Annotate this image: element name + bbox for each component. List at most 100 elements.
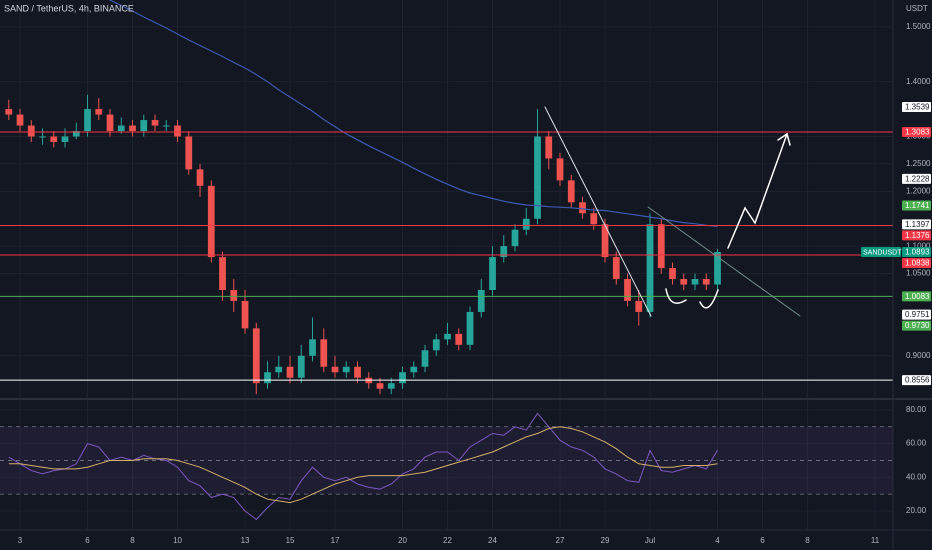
indicator-line — [8, 412, 718, 521]
price-tag-label: 1.0838 — [905, 259, 930, 268]
y-tick-label: 1.2500 — [906, 159, 931, 168]
candle-body — [680, 279, 688, 285]
candle-body — [230, 290, 238, 301]
rsi-pane — [8, 412, 718, 521]
candle-body — [612, 257, 620, 280]
y-unit: USDT — [906, 4, 928, 13]
candle-body — [320, 339, 328, 367]
price-tag-label: 1.2228 — [905, 174, 930, 183]
candle-body — [39, 136, 46, 138]
candle-body — [275, 366, 283, 373]
price-tag — [902, 291, 931, 302]
candle-body — [50, 136, 58, 142]
x-tick-label: 10 — [173, 536, 182, 545]
x-tick-label: 6 — [760, 536, 765, 545]
candle-body — [286, 366, 294, 378]
price-tag-label: 1.1741 — [905, 201, 930, 210]
candle-body — [297, 355, 305, 378]
price-tag — [902, 375, 931, 386]
price-tag — [902, 200, 931, 211]
x-tick-label: 20 — [398, 536, 407, 545]
candle-body — [511, 229, 519, 247]
candle-body — [162, 125, 170, 127]
candle-body — [601, 224, 609, 258]
price-tag-label: 1.1397 — [905, 220, 930, 229]
candle-body — [117, 125, 125, 132]
candle-body — [376, 383, 384, 389]
symbol-tag-label: SANDUSDT — [863, 249, 902, 256]
x-tick-label: 29 — [601, 536, 610, 545]
y-tick-label: 40.00 — [906, 472, 927, 481]
x-tick-label: 4 — [715, 536, 720, 545]
candle-body — [196, 169, 204, 186]
price-tag — [902, 247, 931, 258]
candle-body — [545, 136, 553, 159]
price-tag — [902, 101, 931, 112]
trend-line — [544, 106, 652, 317]
price-tag — [902, 309, 931, 320]
price-tag — [902, 219, 931, 230]
candle-body — [421, 350, 429, 367]
candle-body — [432, 339, 440, 351]
rsi-background — [0, 426, 893, 495]
candle-body — [252, 328, 260, 384]
x-tick-label: 15 — [286, 536, 295, 545]
forecast-arrow — [727, 133, 788, 249]
x-tick-label: 13 — [241, 536, 250, 545]
x-tick-label: 22 — [443, 536, 452, 545]
chart-title: SAND / TetherUS, 4h, BINANCE — [4, 3, 134, 13]
candle-body — [331, 366, 339, 373]
cup-shape — [665, 288, 687, 304]
candle-body — [264, 372, 271, 384]
y-tick-label: 1.1000 — [906, 241, 931, 250]
candle-body — [5, 109, 13, 115]
candle-body — [309, 339, 316, 356]
drawings — [544, 106, 801, 317]
price-tag-label: 0.9730 — [905, 321, 930, 330]
moving-average-line — [108, 0, 718, 227]
candle-body — [61, 136, 69, 142]
candle-body — [241, 300, 249, 329]
x-tick-label: Jul — [645, 536, 655, 545]
y-tick-label: 1.2000 — [906, 186, 931, 195]
candle-body — [387, 383, 395, 389]
candle-body — [635, 300, 643, 312]
candle-body — [27, 125, 35, 137]
x-tick-label: 6 — [85, 536, 90, 545]
price-tag-label: 1.0083 — [905, 292, 930, 301]
arrow-head — [777, 132, 791, 146]
candle-body — [590, 213, 598, 225]
price-tags: 1.3539 1.3083 1.2228 1.1741 1.1397 1.1376 1.08… — [861, 101, 931, 386]
y-tick-label: 1.4000 — [906, 77, 931, 86]
candle-body — [624, 279, 631, 301]
y-tick-label: 80.00 — [906, 405, 927, 414]
candle-body — [106, 114, 114, 132]
candle-body — [477, 290, 485, 312]
indicator-line — [8, 426, 718, 504]
candle-body — [579, 202, 586, 214]
y-tick-label: 20.00 — [906, 506, 927, 515]
candle-body — [16, 114, 24, 126]
x-tick-label: 8 — [130, 536, 135, 545]
cup-shape — [699, 289, 719, 309]
y-tick-label: 60.00 — [906, 439, 927, 448]
price-tag-label: 0.9751 — [905, 310, 930, 319]
candle-body — [95, 109, 103, 115]
price-tag-label: 1.3083 — [905, 128, 930, 137]
x-tick-label: 17 — [331, 536, 340, 545]
price-tag — [902, 258, 931, 269]
x-tick-label: 24 — [488, 536, 497, 545]
price-pane — [0, 0, 893, 395]
candle-body — [556, 158, 564, 181]
trend-line — [647, 206, 801, 317]
candle-body — [522, 218, 530, 230]
candle-body — [129, 125, 136, 132]
candle-body — [410, 366, 418, 373]
candle-body — [646, 224, 654, 312]
candle-body — [174, 125, 181, 137]
candle-body — [500, 246, 508, 258]
candle-body — [72, 131, 80, 137]
candle-body — [151, 120, 159, 126]
symbol-tag — [861, 247, 901, 258]
